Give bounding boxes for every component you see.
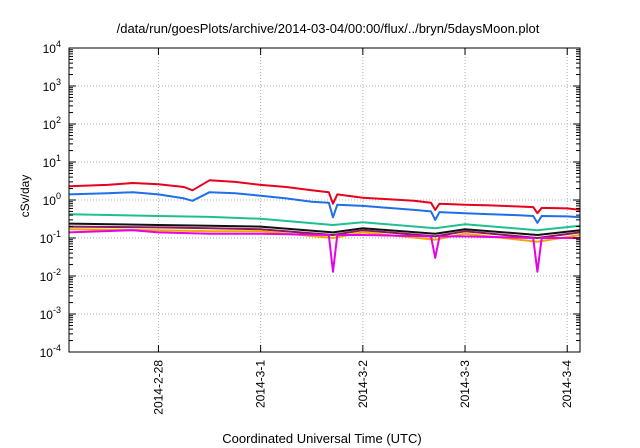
y-tick-label: 10-2 <box>40 267 61 284</box>
y-tick-base: 10 <box>43 42 57 56</box>
y-tick-label: 101 <box>43 153 61 170</box>
x-axis-label: Coordinated Universal Time (UTC) <box>222 431 421 446</box>
y-axis-label: cSv/day <box>18 175 32 218</box>
x-tick-label: 2014-3-1 <box>254 360 268 408</box>
y-tick-label: 10-4 <box>40 343 61 360</box>
y-tick-base: 10 <box>40 308 54 322</box>
y-tick-exponent: 0 <box>56 191 61 201</box>
x-axis-ticks: 2014-2-28 2014-3-1 2014-3-2 2014-3-3 2014-3-… <box>151 48 574 415</box>
y-tick-base: 10 <box>43 194 57 208</box>
series-line-4 <box>68 222 581 236</box>
series-line-1 <box>68 179 581 215</box>
grid <box>69 48 580 352</box>
y-tick-exponent: -1 <box>53 229 61 239</box>
x-tick-label: 2014-3-4 <box>560 360 574 408</box>
x-tick-label: 2014-3-3 <box>458 360 472 408</box>
y-tick-exponent: 2 <box>56 115 61 125</box>
y-tick-label: 10-3 <box>40 305 61 322</box>
y-tick-base: 10 <box>40 270 54 284</box>
y-tick-label: 10-1 <box>40 229 61 246</box>
y-tick-base: 10 <box>43 80 57 94</box>
y-tick-label: 104 <box>43 39 61 56</box>
y-tick-base: 10 <box>40 232 54 246</box>
y-tick-label: 103 <box>43 77 61 94</box>
series-line-2 <box>68 191 581 224</box>
series-line-3 <box>68 213 581 232</box>
y-tick-base: 10 <box>43 156 57 170</box>
y-tick-label: 100 <box>43 191 61 208</box>
chart-title: /data/run/goesPlots/archive/2014-03-04/0… <box>117 21 540 36</box>
y-tick-exponent: 1 <box>56 153 61 163</box>
series-line-7 <box>68 229 580 273</box>
y-tick-exponent: -3 <box>53 305 61 315</box>
y-tick-exponent: -2 <box>53 267 61 277</box>
y-tick-exponent: 3 <box>56 77 61 87</box>
x-tick-label: 2014-2-28 <box>151 360 165 415</box>
y-tick-exponent: -4 <box>53 343 61 353</box>
series-layer <box>68 179 581 273</box>
y-tick-label: 102 <box>43 115 61 132</box>
y-tick-base: 10 <box>43 118 57 132</box>
x-tick-label: 2014-3-2 <box>356 360 370 408</box>
y-tick-base: 10 <box>40 346 54 360</box>
y-tick-exponent: 4 <box>56 39 61 49</box>
series-line-5 <box>68 225 581 239</box>
